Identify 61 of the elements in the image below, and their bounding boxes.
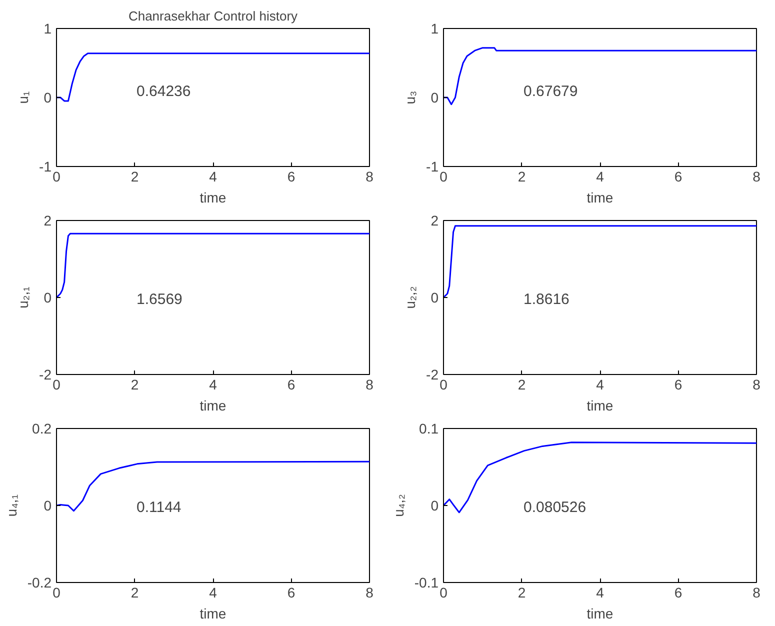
x-axis-title: time [200,398,226,414]
y-tick-label: 0 [44,498,52,514]
x-tick-label: 6 [674,168,682,184]
chart-title: Chanrasekhar Control history [128,8,298,24]
y-axis-title: u₄,₁ [3,494,20,517]
x-tick-label: 4 [209,584,218,600]
annotation: 0.1144 [136,499,182,516]
x-tick-label: 8 [366,168,374,184]
x-tick-label: 4 [596,584,604,600]
x-axis-title: time [200,190,226,206]
x-tick-label: 6 [674,376,682,392]
x-tick-label: 2 [518,376,526,392]
y-axis-title: u₄,₂ [390,494,406,517]
x-tick-label: 8 [366,584,374,600]
x-tick-label: 2 [518,168,526,184]
y-tick-label: -2 [426,366,439,382]
y-tick-label: 1 [44,20,52,36]
x-tick-label: 8 [752,584,761,600]
y-tick-label: 0.1 [419,420,439,436]
x-tick-label: 6 [287,584,296,600]
y-tick-label: 0 [430,90,439,106]
y-axis-title: u₂,₂ [402,286,418,309]
x-tick-label: 4 [209,168,218,184]
annotation: 0.67679 [524,83,578,100]
y-tick-label: 0 [430,290,439,306]
y-tick-label: -1 [426,158,439,174]
x-axis-title: time [586,190,614,206]
y-tick-label: -0.2 [27,574,52,590]
y-axis-title: u₁ [15,90,32,104]
x-tick-label: 2 [130,168,139,184]
x-tick-label: 8 [752,168,761,184]
y-tick-label: 0 [44,90,52,106]
y-tick-label: -2 [39,366,52,382]
annotation: 0.080526 [524,499,586,516]
x-tick-label: 4 [596,376,604,392]
x-tick-label: 8 [752,376,761,392]
annotation: 1.8616 [524,291,570,308]
x-tick-label: 4 [209,376,218,392]
x-tick-label: 4 [596,168,604,184]
y-tick-label: 2 [44,212,52,228]
y-tick-label: -1 [39,158,52,174]
x-tick-label: 2 [130,376,139,392]
y-axis-title: u₃ [402,90,418,104]
y-tick-label: 0 [44,290,52,306]
y-tick-label: 2 [430,212,439,228]
x-tick-label: 8 [366,376,374,392]
y-tick-label: -0.1 [414,574,439,590]
annotation: 0.64236 [136,83,191,100]
x-tick-label: 6 [287,168,296,184]
x-tick-label: 6 [674,584,682,600]
y-tick-label: 0 [430,498,439,514]
x-tick-label: 2 [130,584,139,600]
x-tick-label: 6 [287,376,296,392]
x-tick-label: 2 [518,584,526,600]
y-tick-label: 0.2 [32,420,52,436]
x-axis-title: time [586,606,614,622]
annotation: 1.6569 [136,291,182,308]
x-axis-title: time [200,606,226,622]
x-axis-title: time [586,398,614,414]
y-tick-label: 1 [430,20,439,36]
y-axis-title: u₂,₁ [15,286,32,308]
